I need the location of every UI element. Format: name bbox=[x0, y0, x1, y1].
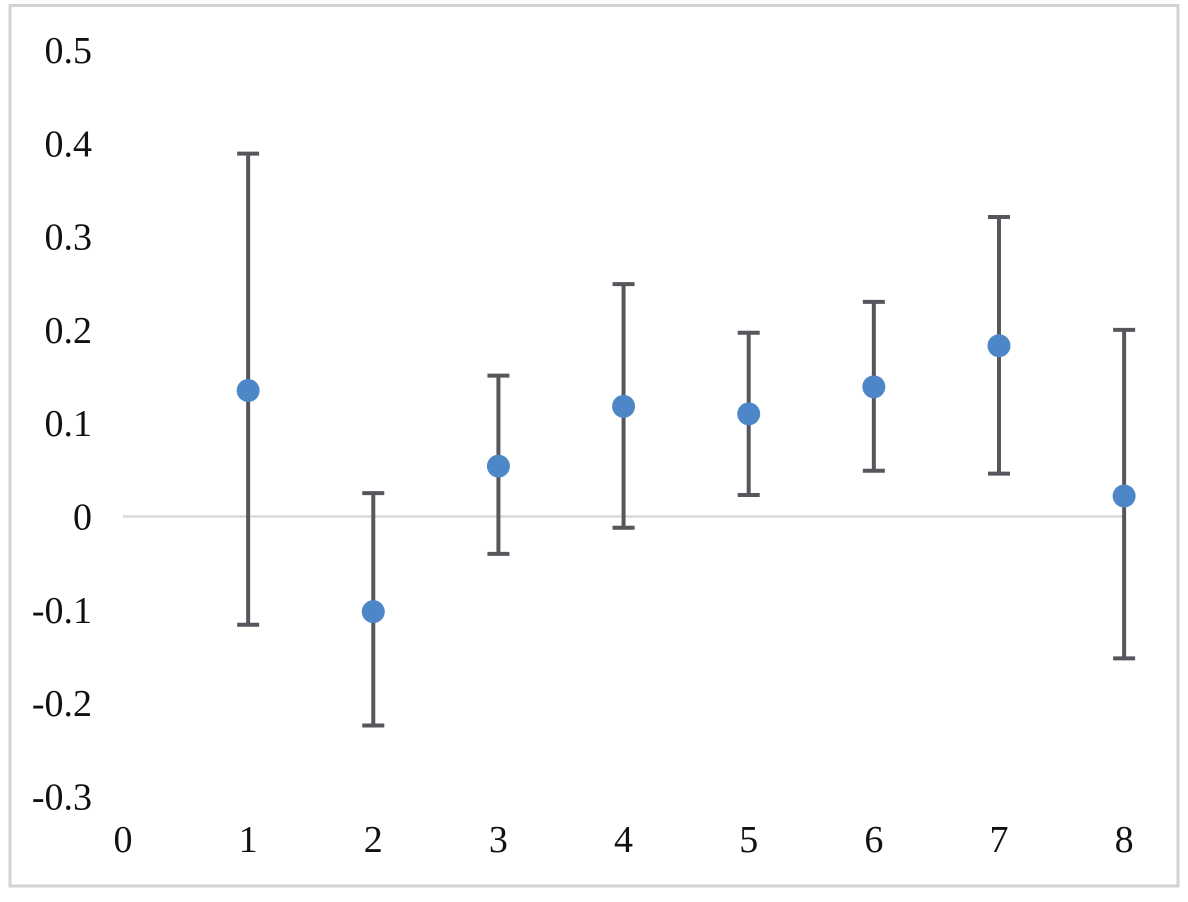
x-tick-label: 6 bbox=[864, 819, 883, 861]
x-tick-label: 1 bbox=[239, 819, 258, 861]
y-tick-label: -0.3 bbox=[32, 776, 92, 818]
x-tick-label: 4 bbox=[614, 819, 633, 861]
data-point-marker bbox=[1112, 484, 1136, 508]
y-tick-label: 0 bbox=[73, 497, 92, 539]
data-point-marker bbox=[236, 379, 260, 403]
data-point-marker bbox=[361, 600, 385, 624]
x-tick-label: 5 bbox=[739, 819, 758, 861]
x-tick-label: 2 bbox=[364, 819, 383, 861]
y-tick-label: -0.2 bbox=[32, 683, 92, 725]
y-tick-label: 0.2 bbox=[45, 310, 93, 352]
y-tick-label: 0.4 bbox=[45, 123, 93, 165]
y-tick-label: 0.5 bbox=[45, 30, 93, 72]
y-tick-label: 0.1 bbox=[45, 403, 93, 445]
data-point-marker bbox=[612, 394, 636, 418]
y-tick-label: 0.3 bbox=[45, 217, 93, 259]
figure-border bbox=[8, 4, 1180, 888]
data-point-marker bbox=[737, 402, 761, 426]
x-tick-label: 8 bbox=[1115, 819, 1134, 861]
x-tick-label: 7 bbox=[989, 819, 1008, 861]
x-tick-label: 0 bbox=[114, 819, 133, 861]
data-point-marker bbox=[486, 454, 510, 478]
data-point-marker bbox=[862, 375, 886, 399]
data-point-marker bbox=[987, 334, 1011, 358]
y-tick-label: -0.1 bbox=[32, 590, 92, 632]
x-tick-label: 3 bbox=[489, 819, 508, 861]
